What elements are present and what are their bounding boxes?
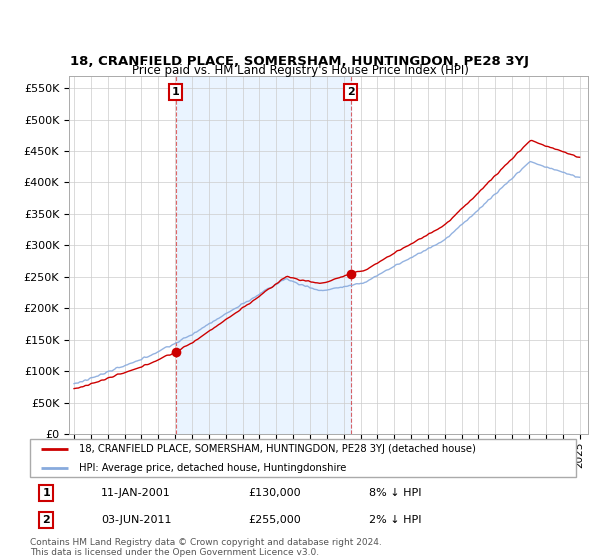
Text: Price paid vs. HM Land Registry's House Price Index (HPI): Price paid vs. HM Land Registry's House …	[131, 64, 469, 77]
Text: 18, CRANFIELD PLACE, SOMERSHAM, HUNTINGDON, PE28 3YJ (detached house): 18, CRANFIELD PLACE, SOMERSHAM, HUNTINGD…	[79, 444, 476, 454]
Text: Contains HM Land Registry data © Crown copyright and database right 2024.: Contains HM Land Registry data © Crown c…	[30, 538, 382, 547]
Text: 11-JAN-2001: 11-JAN-2001	[101, 488, 171, 498]
Text: 2: 2	[347, 87, 355, 97]
Text: £255,000: £255,000	[248, 515, 301, 525]
Text: 2: 2	[43, 515, 50, 525]
Text: 1: 1	[43, 488, 50, 498]
Text: £130,000: £130,000	[248, 488, 301, 498]
Text: 2% ↓ HPI: 2% ↓ HPI	[368, 515, 421, 525]
Text: 18, CRANFIELD PLACE, SOMERSHAM, HUNTINGDON, PE28 3YJ: 18, CRANFIELD PLACE, SOMERSHAM, HUNTINGD…	[71, 55, 530, 68]
FancyBboxPatch shape	[30, 439, 576, 477]
Text: 1: 1	[172, 87, 180, 97]
Text: 03-JUN-2011: 03-JUN-2011	[101, 515, 172, 525]
Text: HPI: Average price, detached house, Huntingdonshire: HPI: Average price, detached house, Hunt…	[79, 463, 347, 473]
Text: 8% ↓ HPI: 8% ↓ HPI	[368, 488, 421, 498]
Text: This data is licensed under the Open Government Licence v3.0.: This data is licensed under the Open Gov…	[30, 548, 319, 557]
